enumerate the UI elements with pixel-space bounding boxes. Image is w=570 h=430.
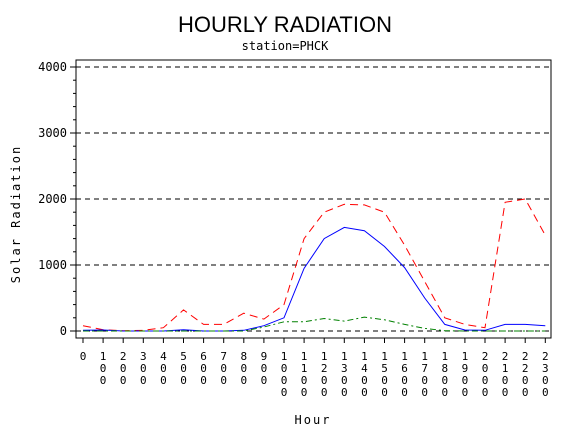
y-axis-label: Solar Radiation — [9, 145, 23, 283]
series-line-2 — [82, 226, 546, 332]
y-axis: 0 1000 2000 3000 4000 — [38, 60, 76, 338]
grid-lines — [76, 66, 551, 332]
chart-title: HOURLY RADIATION — [178, 12, 392, 37]
y-tick-label: 0 — [60, 324, 67, 338]
y-tick-label: 3000 — [38, 126, 67, 140]
y-tick-label: 1000 — [38, 258, 67, 272]
x-tick-label: 0 — [80, 350, 87, 363]
x-axis: 0 1 0 0 2 0 0 3 0 0 4 0 0 5 0 0 6 0 0 7 0 0 8 0 0 9 0 0 1 0 0 0 1 1 0 0 1 2 0 0… — [80, 338, 549, 399]
y-tick-label: 2000 — [38, 192, 67, 206]
series-line-3 — [83, 316, 546, 332]
x-axis-label: Hour — [295, 413, 332, 427]
y-tick-label: 4000 — [38, 60, 67, 74]
data-series — [82, 198, 546, 332]
chart-subtitle: station=PHCK — [242, 39, 329, 53]
